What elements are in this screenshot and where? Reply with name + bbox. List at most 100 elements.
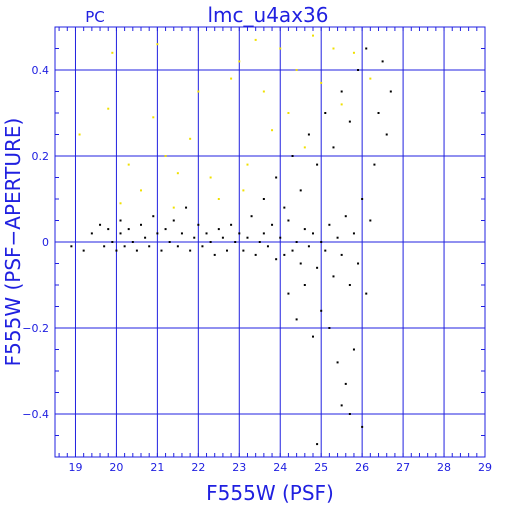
x-tick-label: 27 — [396, 461, 410, 474]
data-point — [230, 77, 233, 80]
data-point — [119, 232, 122, 235]
x-tick-label: 26 — [355, 461, 369, 474]
data-point — [361, 425, 364, 428]
y-tick-label: 0.4 — [32, 64, 50, 77]
data-point — [324, 249, 327, 252]
x-tick-label: 28 — [437, 461, 451, 474]
data-point — [135, 249, 138, 252]
data-point — [275, 176, 278, 179]
x-tick-label: 19 — [68, 461, 82, 474]
data-point — [107, 107, 110, 110]
data-point — [348, 120, 351, 123]
x-axis-label: F555W (PSF) — [206, 481, 334, 505]
data-point — [148, 245, 151, 248]
data-points — [70, 34, 392, 446]
data-point — [107, 228, 110, 231]
x-tick-label: 22 — [191, 461, 205, 474]
data-point — [144, 236, 147, 239]
data-point — [336, 361, 339, 364]
data-point — [352, 232, 355, 235]
y-tick-label: −0.4 — [22, 408, 49, 421]
data-point — [357, 69, 360, 71]
y-tick-label: 0 — [42, 236, 49, 249]
data-point — [82, 249, 85, 252]
data-point — [246, 163, 249, 166]
data-point — [303, 228, 306, 231]
data-point — [217, 228, 220, 231]
data-point — [369, 77, 372, 80]
data-point — [299, 189, 302, 192]
corner-label: PC — [85, 8, 105, 26]
data-point — [316, 266, 319, 269]
data-point — [156, 232, 159, 235]
data-point — [221, 236, 224, 239]
data-point — [324, 112, 327, 114]
data-point — [156, 43, 159, 46]
data-point — [262, 232, 265, 235]
data-point — [185, 206, 188, 209]
data-point — [275, 258, 278, 261]
data-point — [140, 189, 142, 192]
data-point — [340, 253, 343, 256]
data-point — [189, 249, 192, 252]
data-point — [340, 103, 343, 106]
data-point — [307, 133, 310, 136]
chart-title: lmc_u4ax36 — [208, 3, 329, 27]
data-point — [328, 327, 331, 329]
data-point — [180, 232, 183, 235]
data-point — [320, 309, 323, 312]
data-point — [283, 206, 286, 209]
data-point — [213, 253, 216, 256]
grid-lines — [55, 27, 485, 457]
data-point — [320, 81, 323, 84]
data-point — [283, 253, 286, 256]
data-point — [287, 112, 290, 114]
data-point — [234, 241, 237, 243]
data-point — [340, 90, 343, 93]
data-point — [127, 163, 130, 166]
data-point — [279, 47, 282, 50]
data-point — [295, 69, 298, 71]
data-point — [336, 236, 339, 239]
data-point — [365, 47, 368, 50]
data-point — [172, 219, 175, 222]
data-point — [271, 223, 274, 226]
data-point — [328, 223, 331, 226]
data-point — [389, 90, 392, 93]
data-point — [254, 253, 257, 256]
data-point — [369, 219, 372, 222]
data-point — [332, 146, 335, 149]
data-point — [230, 223, 233, 226]
data-point — [160, 249, 163, 252]
data-point — [344, 382, 347, 385]
data-point — [348, 413, 351, 415]
data-point — [312, 232, 314, 235]
data-point — [201, 245, 204, 248]
data-point — [176, 172, 179, 175]
data-point — [279, 236, 282, 239]
data-point — [193, 236, 196, 239]
data-point — [316, 443, 319, 446]
data-point — [238, 232, 241, 235]
x-tick-label: 20 — [109, 461, 123, 474]
data-point — [271, 129, 274, 132]
y-axis-label: F555W (PSF−APERTURE) — [1, 118, 25, 367]
data-point — [385, 133, 388, 136]
data-point — [172, 206, 175, 209]
data-point — [238, 60, 241, 63]
data-point — [373, 163, 376, 166]
data-point — [119, 219, 122, 222]
data-point — [209, 176, 212, 179]
data-point — [357, 262, 360, 265]
data-point — [287, 292, 290, 295]
data-point — [365, 292, 368, 295]
data-point — [131, 241, 134, 243]
data-point — [103, 245, 106, 248]
data-point — [140, 223, 142, 226]
data-point — [303, 284, 306, 286]
data-point — [332, 47, 335, 50]
data-point — [127, 228, 130, 231]
data-point — [295, 241, 298, 243]
data-point — [197, 223, 200, 226]
